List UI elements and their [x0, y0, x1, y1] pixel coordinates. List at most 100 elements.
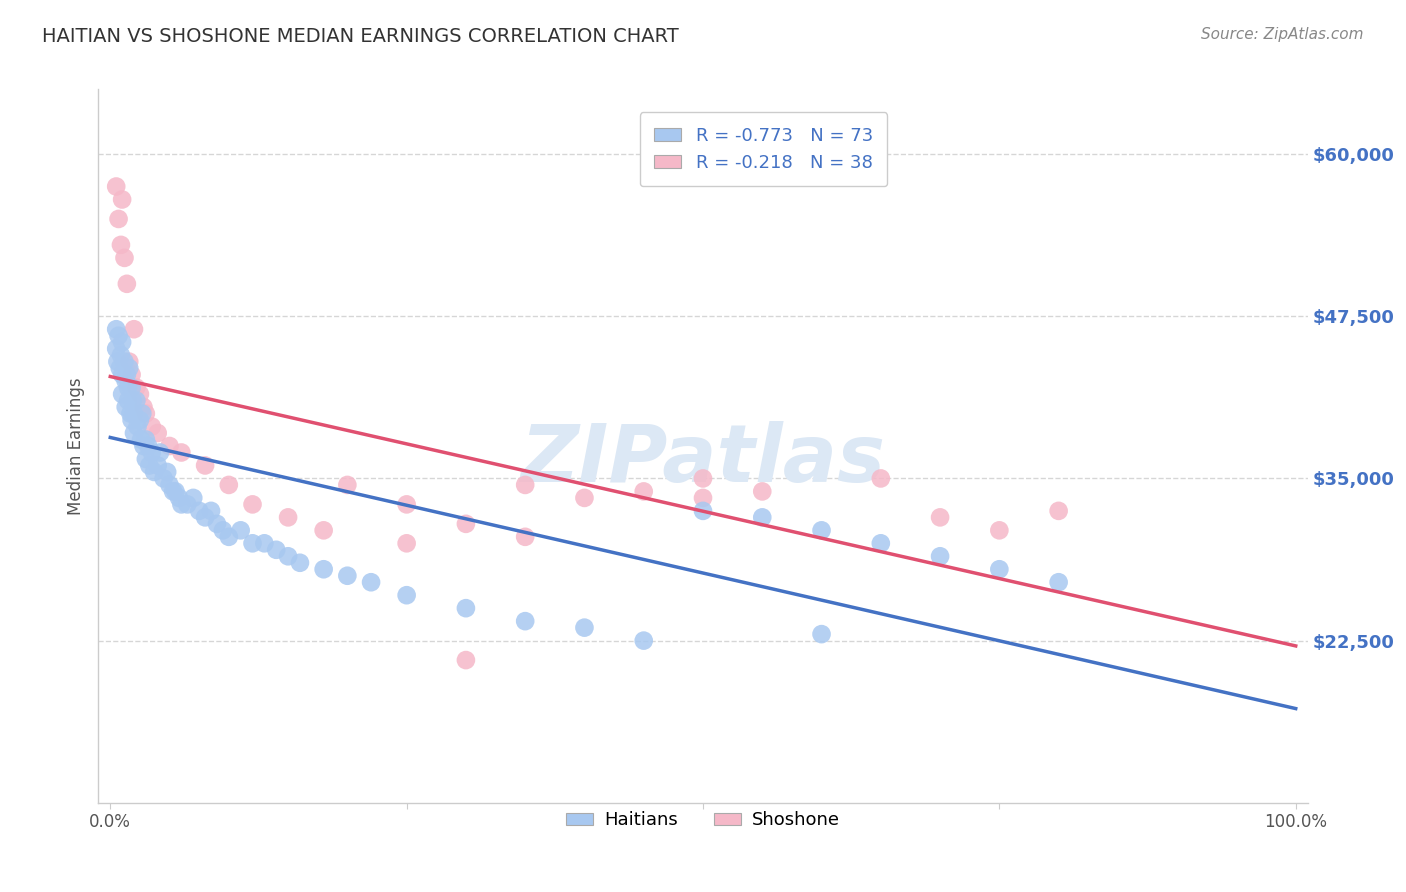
Haitians	[515, 614, 537, 628]
Shoshone	[118, 354, 141, 368]
Shoshone	[218, 478, 240, 492]
Haitians	[159, 478, 181, 492]
Haitians	[111, 335, 134, 350]
Shoshone	[135, 407, 157, 421]
Shoshone	[122, 322, 145, 336]
Haitians	[810, 524, 832, 538]
Haitians	[107, 328, 129, 343]
Haitians	[127, 419, 149, 434]
Haitians	[988, 562, 1011, 576]
Shoshone	[929, 510, 952, 524]
Haitians	[360, 575, 382, 590]
Haitians	[108, 361, 131, 376]
Shoshone	[454, 516, 477, 531]
Shoshone	[111, 193, 134, 207]
Haitians	[115, 368, 138, 382]
Shoshone	[194, 458, 217, 473]
Shoshone	[129, 387, 152, 401]
Text: ZIPatlas: ZIPatlas	[520, 421, 886, 500]
Shoshone	[146, 425, 169, 440]
Text: Source: ZipAtlas.com: Source: ZipAtlas.com	[1201, 27, 1364, 42]
Haitians	[143, 465, 166, 479]
Haitians	[751, 510, 773, 524]
Haitians	[122, 425, 145, 440]
Haitians	[205, 516, 228, 531]
Haitians	[149, 445, 172, 459]
Haitians	[395, 588, 418, 602]
Shoshone	[395, 497, 418, 511]
Haitians	[200, 504, 222, 518]
Haitians	[176, 497, 198, 511]
Haitians	[574, 621, 596, 635]
Haitians	[131, 407, 153, 421]
Haitians	[118, 361, 141, 376]
Shoshone	[988, 524, 1011, 538]
Haitians	[129, 413, 152, 427]
Shoshone	[105, 179, 128, 194]
Haitians	[136, 439, 159, 453]
Haitians	[114, 400, 136, 414]
Legend: Haitians, Shoshone: Haitians, Shoshone	[560, 805, 846, 837]
Haitians	[218, 530, 240, 544]
Shoshone	[454, 653, 477, 667]
Shoshone	[692, 491, 714, 505]
Haitians	[105, 342, 128, 356]
Haitians	[156, 465, 179, 479]
Shoshone	[110, 238, 132, 252]
Haitians	[121, 413, 143, 427]
Haitians	[105, 322, 128, 336]
Shoshone	[159, 439, 181, 453]
Haitians	[111, 387, 134, 401]
Haitians	[929, 549, 952, 564]
Haitians	[454, 601, 477, 615]
Haitians	[167, 491, 190, 505]
Haitians	[117, 381, 139, 395]
Shoshone	[751, 484, 773, 499]
Shoshone	[574, 491, 596, 505]
Shoshone	[515, 530, 537, 544]
Haitians	[633, 633, 655, 648]
Haitians	[125, 393, 148, 408]
Haitians	[264, 542, 287, 557]
Haitians	[212, 524, 235, 538]
Shoshone	[242, 497, 264, 511]
Haitians	[288, 556, 311, 570]
Haitians	[114, 354, 136, 368]
Haitians	[135, 452, 157, 467]
Haitians	[810, 627, 832, 641]
Shoshone	[277, 510, 299, 524]
Shoshone	[141, 419, 163, 434]
Shoshone	[107, 211, 129, 226]
Shoshone	[132, 400, 155, 414]
Shoshone	[515, 478, 537, 492]
Haitians	[111, 368, 134, 382]
Haitians	[692, 504, 714, 518]
Shoshone	[395, 536, 418, 550]
Haitians	[869, 536, 891, 550]
Haitians	[229, 524, 252, 538]
Shoshone	[336, 478, 359, 492]
Haitians	[121, 393, 143, 408]
Shoshone	[692, 471, 714, 485]
Haitians	[117, 393, 139, 408]
Haitians	[110, 348, 132, 362]
Haitians	[312, 562, 335, 576]
Shoshone	[115, 277, 138, 291]
Shoshone	[869, 471, 891, 485]
Haitians	[242, 536, 264, 550]
Shoshone	[633, 484, 655, 499]
Haitians	[114, 374, 136, 388]
Haitians	[146, 458, 169, 473]
Haitians	[135, 433, 157, 447]
Haitians	[105, 354, 128, 368]
Haitians	[138, 458, 160, 473]
Y-axis label: Median Earnings: Median Earnings	[67, 377, 86, 515]
Haitians	[188, 504, 211, 518]
Haitians	[253, 536, 276, 550]
Haitians	[122, 407, 145, 421]
Haitians	[129, 433, 152, 447]
Haitians	[132, 439, 155, 453]
Haitians	[152, 471, 174, 485]
Shoshone	[1047, 504, 1070, 518]
Haitians	[162, 484, 184, 499]
